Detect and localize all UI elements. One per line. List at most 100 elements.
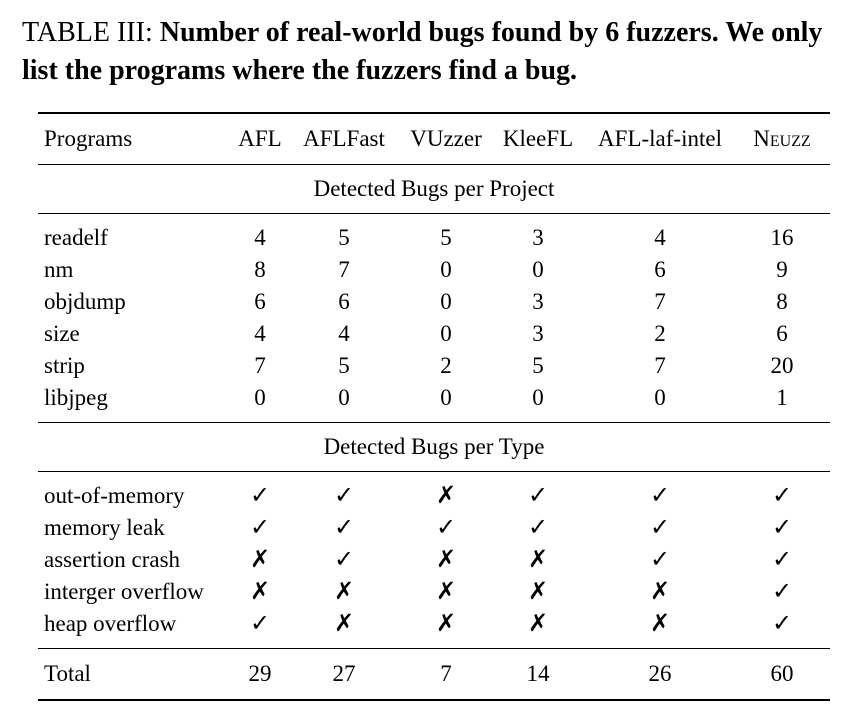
bug-count-cell: 4 (654, 225, 666, 250)
bug-cell: ✗ (286, 576, 402, 608)
cross-icon: ✗ (333, 577, 355, 605)
bug-cell: ✗ (234, 576, 286, 608)
table-caption: TABLE III: Number of real-world bugs fou… (22, 14, 842, 90)
total-cell: 7 (440, 661, 452, 686)
project-row: size 4 4 0 3 2 6 (38, 318, 830, 350)
bug-count-cell: 0 (338, 385, 350, 410)
type-row-label: interger overflow (44, 579, 204, 604)
bug-cell: ✓ (234, 608, 286, 649)
total-label: Total (44, 661, 91, 686)
bug-count-cell: 20 (770, 353, 794, 378)
type-row-label: memory leak (44, 515, 165, 540)
header-afl-laf-intel: AFL-laf-intel (598, 126, 722, 151)
type-row: heap overflow ✓ ✗ ✗ ✗ ✗ ✓ (38, 608, 830, 649)
bug-count-cell: 0 (254, 385, 266, 410)
header-row: Programs AFL AFLFast VUzzer KleeFL AFL-l… (38, 113, 830, 165)
section-header-project: Detected Bugs per Project (313, 176, 555, 201)
bug-cell: ✗ (402, 472, 490, 513)
cross-icon: ✗ (649, 609, 671, 637)
bug-count-cell: 3 (532, 321, 544, 346)
bug-cell: ✓ (734, 608, 830, 649)
header-afl: AFL (238, 126, 282, 151)
bug-cell: ✗ (490, 608, 586, 649)
project-row-label: readelf (44, 225, 108, 250)
checkmark-icon: ✓ (333, 481, 355, 509)
bug-count-cell: 4 (338, 321, 350, 346)
cross-icon: ✗ (249, 545, 271, 573)
bug-cell: ✗ (586, 608, 734, 649)
bug-count-cell: 7 (254, 353, 266, 378)
bug-cell: ✗ (286, 608, 402, 649)
checkmark-icon: ✓ (649, 513, 671, 541)
bug-count-cell: 7 (654, 289, 666, 314)
bug-count-cell: 0 (532, 385, 544, 410)
section-header-type: Detected Bugs per Type (323, 434, 545, 459)
project-row: objdump 6 6 0 3 7 8 (38, 286, 830, 318)
bug-count-cell: 5 (532, 353, 544, 378)
type-row-label: out-of-memory (44, 483, 185, 508)
header-vuzzer: VUzzer (410, 126, 482, 151)
bug-count-cell: 8 (254, 257, 266, 282)
checkmark-icon: ✓ (249, 609, 271, 637)
project-row: nm 8 7 0 0 6 9 (38, 254, 830, 286)
header-aflfast: AFLFast (303, 126, 385, 151)
checkmark-icon: ✓ (435, 513, 457, 541)
project-row-label: libjpeg (44, 385, 108, 410)
bug-cell: ✓ (734, 512, 830, 544)
project-row-label: nm (44, 257, 74, 282)
type-row: assertion crash ✗ ✓ ✗ ✗ ✓ ✓ (38, 544, 830, 576)
header-kleefl: KleeFL (502, 126, 574, 151)
caption-text: Number of real-world bugs found by 6 fuz… (22, 17, 823, 86)
checkmark-icon: ✓ (249, 481, 271, 509)
checkmark-icon: ✓ (771, 481, 793, 509)
bug-count-cell: 9 (776, 257, 788, 282)
bugs-table: Programs AFL AFLFast VUzzer KleeFL AFL-l… (38, 112, 830, 701)
bug-cell: ✓ (734, 544, 830, 576)
checkmark-icon: ✓ (333, 513, 355, 541)
bug-count-cell: 6 (254, 289, 266, 314)
checkmark-icon: ✓ (771, 609, 793, 637)
bug-cell: ✗ (586, 576, 734, 608)
bug-count-cell: 0 (440, 321, 452, 346)
bug-cell: ✓ (234, 472, 286, 513)
bug-cell: ✗ (402, 544, 490, 576)
bug-cell: ✗ (490, 544, 586, 576)
cross-icon: ✗ (435, 609, 457, 637)
type-row: interger overflow ✗ ✗ ✗ ✗ ✗ ✓ (38, 576, 830, 608)
bug-cell: ✓ (586, 544, 734, 576)
project-row: strip 7 5 2 5 7 20 (38, 350, 830, 382)
bug-count-cell: 6 (776, 321, 788, 346)
cross-icon: ✗ (649, 577, 671, 605)
bug-cell: ✗ (402, 608, 490, 649)
bug-count-cell: 7 (654, 353, 666, 378)
cross-icon: ✗ (333, 609, 355, 637)
checkmark-icon: ✓ (771, 577, 793, 605)
bug-count-cell: 16 (770, 225, 794, 250)
cross-icon: ✗ (435, 545, 457, 573)
caption-label: TABLE III: (22, 17, 153, 48)
total-cell: 14 (526, 661, 550, 686)
cross-icon: ✗ (527, 545, 549, 573)
bug-cell: ✓ (286, 472, 402, 513)
bug-count-cell: 4 (254, 321, 266, 346)
checkmark-icon: ✓ (771, 513, 793, 541)
bug-count-cell: 0 (440, 257, 452, 282)
bug-count-cell: 5 (440, 225, 452, 250)
bug-count-cell: 7 (338, 257, 350, 282)
type-row: out-of-memory ✓ ✓ ✗ ✓ ✓ ✓ (38, 472, 830, 513)
checkmark-icon: ✓ (527, 513, 549, 541)
total-row: Total 29 27 7 14 26 60 (38, 648, 830, 700)
cross-icon: ✗ (527, 577, 549, 605)
bug-cell: ✓ (490, 512, 586, 544)
bug-cell: ✓ (234, 512, 286, 544)
header-programs: Programs (44, 126, 133, 151)
bug-count-cell: 0 (440, 289, 452, 314)
checkmark-icon: ✓ (333, 545, 355, 573)
project-row: libjpeg 0 0 0 0 0 1 (38, 382, 830, 423)
checkmark-icon: ✓ (527, 481, 549, 509)
bug-cell: ✗ (234, 544, 286, 576)
type-row-label: assertion crash (44, 547, 181, 572)
bug-cell: ✓ (586, 512, 734, 544)
project-row-label: objdump (44, 289, 126, 314)
bug-cell: ✗ (490, 576, 586, 608)
